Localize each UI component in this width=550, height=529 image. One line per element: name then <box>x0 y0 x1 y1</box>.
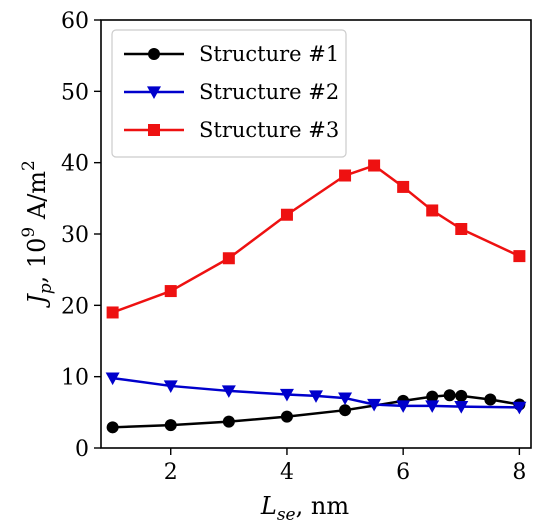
series-3-point <box>106 306 119 319</box>
series-2-point <box>338 392 353 406</box>
y-tick-label: 30 <box>61 223 89 248</box>
series-1-point <box>222 415 235 428</box>
series-1-point <box>455 389 468 402</box>
legend: Structure #1 Structure #2 Structure #3 <box>111 29 347 158</box>
series-2-point <box>105 372 120 386</box>
series-1-point <box>280 410 293 423</box>
series-3-point <box>339 169 352 182</box>
series-3-point <box>513 250 526 263</box>
series-3-line <box>112 164 520 314</box>
series-2-point <box>425 400 440 413</box>
series-2 <box>105 372 527 415</box>
series-1-point <box>106 421 119 434</box>
y-tick-label: 20 <box>61 294 89 319</box>
series-2-point <box>163 380 178 393</box>
series-2-point <box>309 390 323 403</box>
y-tick-label: 50 <box>61 80 89 105</box>
y-tick-label: 60 <box>61 9 89 34</box>
legend-entry-1: Structure #1 <box>124 42 339 66</box>
y-tick-label: 40 <box>61 152 89 177</box>
legend-label: Structure #3 <box>199 118 339 142</box>
series-1-point <box>484 393 497 406</box>
axis-labels: Lse, nm Jp, 109 A/m2 <box>19 160 349 525</box>
series-3-point <box>397 180 410 193</box>
series-3-point <box>426 204 439 217</box>
series-1-point <box>443 389 456 402</box>
x-tick-label: 6 <box>396 460 410 485</box>
legend-entry-3: Structure #3 <box>124 118 339 142</box>
series-1-point <box>164 419 177 432</box>
series-3-point <box>455 223 468 236</box>
x-tick-label: 8 <box>512 460 526 485</box>
legend-marker <box>148 124 160 136</box>
series-2-point <box>279 388 294 402</box>
series-3-point <box>368 159 381 172</box>
y-tick-label: 0 <box>75 437 89 462</box>
y-axis-label: Jp, 109 A/m2 <box>19 160 56 309</box>
legend-label: Structure #2 <box>199 80 339 104</box>
plot-area <box>105 159 527 434</box>
x-tick-label: 2 <box>164 460 178 485</box>
series-2-point <box>367 398 382 412</box>
x-axis-label: Lse, nm <box>260 492 349 525</box>
series-1-point <box>339 404 352 417</box>
series-2-point <box>221 385 236 398</box>
legend-entry-2: Structure #2 <box>124 80 339 104</box>
series-2-point <box>454 401 469 414</box>
legend-box <box>111 29 347 158</box>
series-1-point <box>426 390 439 403</box>
legend-marker <box>148 48 160 60</box>
series-3-point <box>280 208 293 221</box>
series-3-point <box>164 285 177 298</box>
x-tick-label: 4 <box>280 460 294 485</box>
series-3-point <box>222 252 235 265</box>
axes: 2 4 6 8 0 10 20 30 40 50 60 <box>61 9 532 485</box>
series-2-point <box>512 401 527 415</box>
y-tick-label: 10 <box>61 366 89 391</box>
series-2-point <box>396 400 411 413</box>
series-3 <box>106 159 526 319</box>
legend-marker <box>147 86 161 99</box>
legend-label: Structure #1 <box>199 42 339 66</box>
